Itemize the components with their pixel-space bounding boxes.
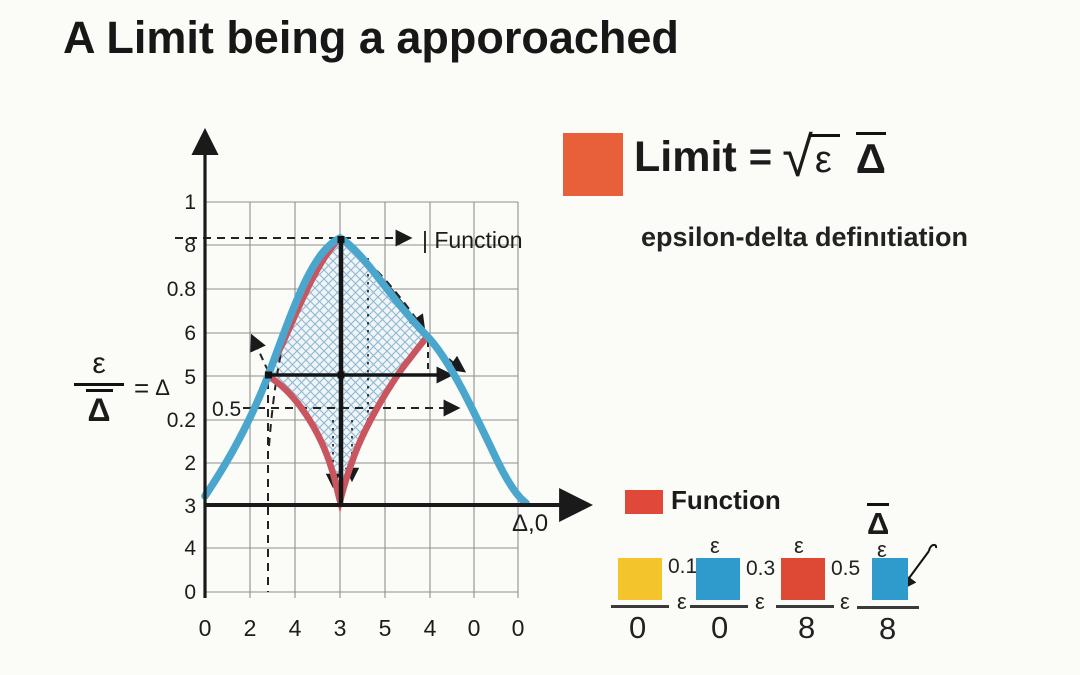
axes [191, 127, 594, 598]
delta-with-bar: Δ [855, 132, 886, 183]
y-axis-fraction: ε Δ = Δ [74, 349, 170, 427]
legend-swatch [625, 490, 663, 514]
x-tick-labels: 0 2 4 3 5 4 0 0 [199, 615, 525, 641]
delta-denominator: Δ [85, 389, 113, 427]
y-tick: 0 [184, 581, 196, 604]
y-tick: 5 [184, 366, 196, 389]
mini-side-label: 0.1 [668, 555, 698, 578]
fraction-column: ε Δ [74, 349, 124, 427]
limit-word: Limit [634, 133, 737, 181]
mini-swatch-red [781, 558, 825, 600]
mini-epsilon-top: ε [794, 533, 804, 558]
y-tick: 8 [184, 234, 196, 257]
mini-epsilon-top: ε [877, 537, 887, 562]
legend-label: Function [671, 485, 781, 515]
mini-fraction-bar [611, 605, 669, 608]
mini-denominator: 0 [711, 610, 729, 645]
mini-swatch-blue [696, 558, 740, 600]
mini-side-label: 0.3 [746, 557, 776, 580]
formula-subtitle: epsilon-delta definıtiation [641, 222, 969, 252]
x-tick: 2 [244, 615, 257, 641]
epsilon-numerator: ε [92, 347, 106, 380]
epsilon-radicand: ε [808, 133, 840, 182]
formula-color-swatch [563, 133, 623, 196]
hatched-region [268, 238, 427, 501]
y-tick: 2 [184, 452, 196, 475]
y-tick: 3 [184, 495, 196, 518]
mini-fraction-bar [857, 606, 919, 609]
x-tick: 0 [512, 615, 525, 641]
x-tick: 4 [289, 615, 302, 641]
mini-denominator: 8 [798, 610, 816, 645]
fraction-bar [74, 383, 124, 386]
blue-envelope-curve [201, 233, 530, 507]
y-tick: 4 [184, 537, 196, 560]
y-tick: 0.8 [167, 278, 196, 301]
mini-fraction-bar [690, 605, 748, 608]
equals-sign: = [748, 135, 773, 179]
x-tick: 0 [468, 615, 481, 641]
mini-epsilon-top: ε [710, 533, 720, 558]
y-tick: 6 [184, 322, 196, 345]
x-tick: 4 [424, 615, 437, 641]
mini-denominator: 0 [629, 610, 647, 645]
mini-swatch-yellow [618, 558, 662, 600]
x-tick: 0 [199, 615, 212, 641]
mini-side-label: 0.5 [831, 557, 861, 580]
junction-dot-center [337, 371, 345, 379]
y-tick: 0.2 [167, 409, 196, 432]
fraction-equals: = [134, 372, 150, 403]
mini-epsilon-sep: ε [840, 589, 850, 614]
page-title: A Limit being a apporoached [63, 12, 679, 63]
y-tick: 1 [184, 191, 196, 214]
x-tick: 5 [379, 615, 392, 641]
radical-sign: √ [782, 125, 813, 189]
mini-delta-top: Δ [867, 503, 890, 542]
mini-epsilon-sep: ε [677, 589, 687, 614]
mini-denominator: 8 [879, 611, 897, 646]
x-axis-label: Δ,0 [512, 510, 548, 537]
function-annotation: | Function [422, 227, 523, 253]
mini-fraction-bar [776, 605, 834, 608]
mini-swatch-blue2 [872, 558, 908, 600]
fraction-rhs-delta: Δ [155, 375, 170, 400]
inner-value-label: 0.5 [212, 398, 241, 421]
limit-formula: Limit = √ ε Δ [634, 125, 886, 189]
junction-dot-left [265, 371, 272, 379]
y-tick-labels: 1 8 0.8 6 5 0.2 2 3 4 0 [167, 191, 197, 604]
x-tick: 3 [334, 615, 347, 641]
peak-dot [337, 236, 345, 243]
mini-epsilon-sep: ε [755, 589, 765, 614]
